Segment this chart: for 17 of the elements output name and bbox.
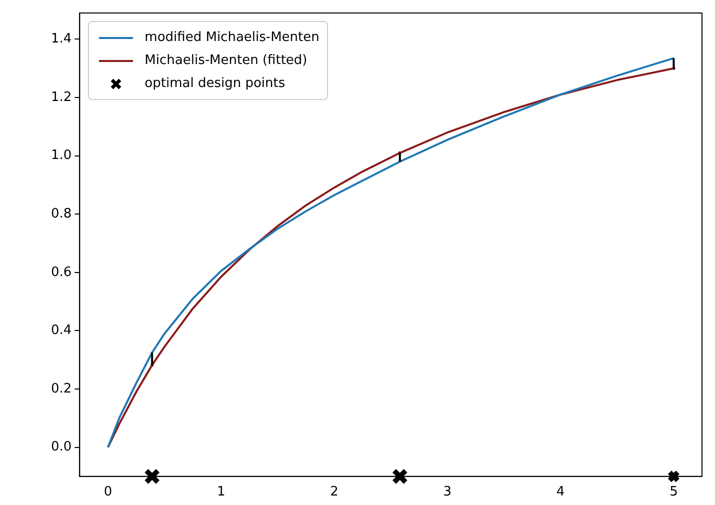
x-tick-label: 1 <box>216 484 226 500</box>
legend-label: optimal design points <box>144 76 286 91</box>
x-tick-label: 3 <box>443 484 452 500</box>
y-tick-label: 1.2 <box>50 90 72 105</box>
x-tick-label: 4 <box>556 484 565 500</box>
legend-label: Michaelis-Menten (fitted) <box>144 53 308 68</box>
y-tick-label: 0.4 <box>50 323 72 338</box>
y-tick-label: 0.8 <box>50 206 72 222</box>
y-tick-label: 0.2 <box>50 381 72 396</box>
x-tick-label: 2 <box>330 484 338 500</box>
x-tick-label: 5 <box>670 484 678 500</box>
y-tick-label: 0.6 <box>50 264 72 280</box>
y-tick-label: 1.4 <box>50 32 72 47</box>
x-tick-label: 0 <box>104 484 112 500</box>
y-tick-label: 0.0 <box>50 440 72 455</box>
legend-label: modified Michaelis-Menten <box>144 30 320 45</box>
y-tick-label: 1.0 <box>50 148 72 164</box>
